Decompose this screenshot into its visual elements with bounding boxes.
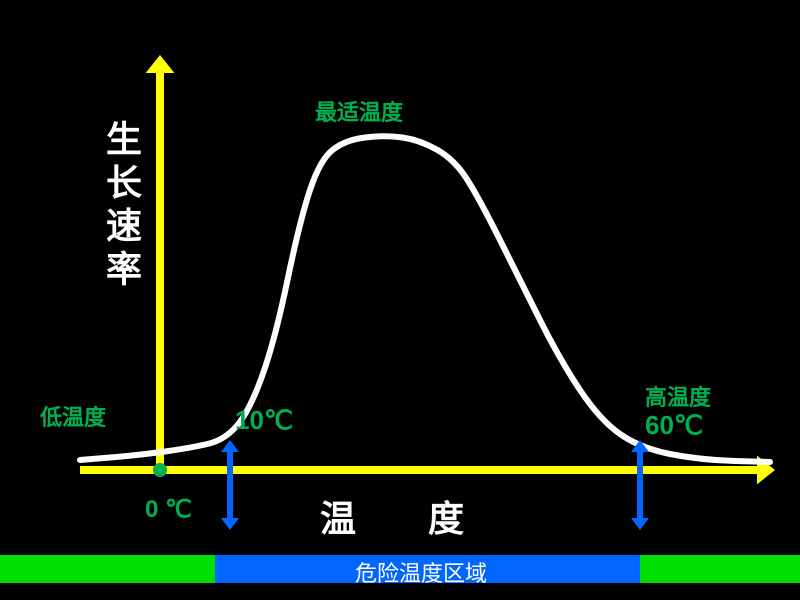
chart-stage: 生长速率 温 度 最适温度 低温度 高温度 10℃ 60℃ 0 ℃ 危险温度区域 <box>0 0 800 600</box>
peak-label: 最适温度 <box>315 95 403 127</box>
origin-dot-icon <box>153 463 167 477</box>
tick-10c: 10℃ <box>235 405 293 436</box>
low-temp-label: 低温度 <box>40 400 106 432</box>
y-axis-label: 生长速率 <box>95 120 147 293</box>
danger-zone-segment-0 <box>0 555 215 583</box>
x-axis-label: 温 度 <box>320 490 464 542</box>
danger-zone-segment-2 <box>640 555 800 583</box>
marker-arrow-low-up-icon <box>221 440 239 452</box>
marker-arrow-high-down-icon <box>631 518 649 530</box>
danger-zone-label: 危险温度区域 <box>355 556 487 588</box>
tick-0c: 0 ℃ <box>145 495 192 524</box>
high-temp-label: 高温度 <box>645 380 711 412</box>
y-axis-arrow-icon <box>146 55 175 73</box>
tick-60c: 60℃ <box>645 410 703 441</box>
marker-arrow-low-down-icon <box>221 518 239 530</box>
